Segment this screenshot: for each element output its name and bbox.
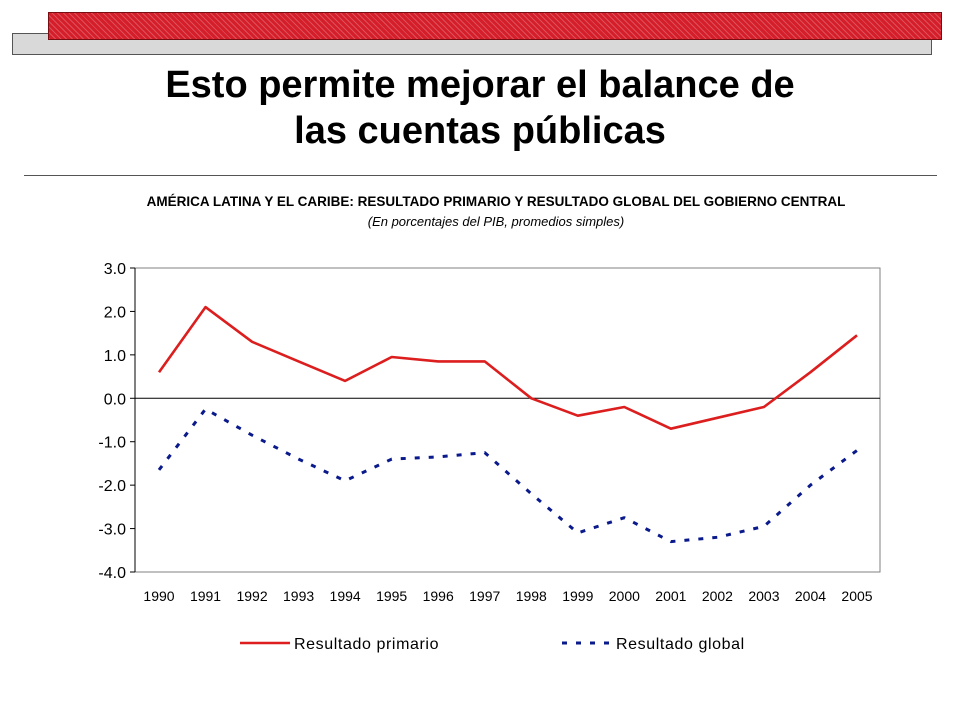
slide-title: Esto permite mejorar el balance de las c… xyxy=(0,62,960,154)
x-tick-label: 1993 xyxy=(283,588,314,604)
y-axis: 3.0 2.0 1.0 0.0 -1.0 -2.0 -3.0 -4.0 xyxy=(98,261,136,582)
y-tick-label: -3.0 xyxy=(98,522,126,539)
x-tick-label: 1998 xyxy=(516,588,547,604)
y-tick-label: 1.0 xyxy=(104,348,126,365)
x-tick-label: 2000 xyxy=(609,588,640,604)
series-layer xyxy=(157,305,858,544)
series-line-resultado-primario xyxy=(157,305,858,431)
x-tick-label: 2002 xyxy=(702,588,733,604)
slide-title-line-1: Esto permite mejorar el balance de xyxy=(165,64,795,106)
x-tick-label: 1999 xyxy=(562,588,593,604)
x-tick-label: 1992 xyxy=(236,588,267,604)
x-tick-label: 1994 xyxy=(330,588,361,604)
legend-label: Resultado global xyxy=(616,636,745,653)
x-tick-label: 2001 xyxy=(655,588,686,604)
x-tick-label: 2004 xyxy=(795,588,826,604)
x-tick-label: 1991 xyxy=(190,588,221,604)
plot-area xyxy=(134,267,881,573)
y-tick-label: 2.0 xyxy=(104,304,126,321)
x-tick-label: 1996 xyxy=(423,588,454,604)
x-tick-label: 1997 xyxy=(469,588,500,604)
legend: Resultado primario Resultado global xyxy=(240,636,745,653)
slide-title-line-2: las cuentas públicas xyxy=(294,110,666,152)
legend-label: Resultado primario xyxy=(294,636,439,653)
x-axis: 1990 1991 1992 1993 1994 1995 1996 1997 1998 1999… xyxy=(135,397,880,604)
chart-subtitle: (En porcentajes del PIB, promedios simpl… xyxy=(367,214,625,229)
y-tick-label: -1.0 xyxy=(98,435,126,452)
x-tick-label: 2005 xyxy=(841,588,872,604)
x-tick-label: 1990 xyxy=(143,588,174,604)
y-tick-label: 3.0 xyxy=(104,261,126,278)
y-tick-label: -2.0 xyxy=(98,478,126,495)
header-bar-red xyxy=(48,12,942,40)
x-tick-label: 1995 xyxy=(376,588,407,604)
y-tick-label: 0.0 xyxy=(104,391,126,408)
series-line-resultado-global xyxy=(157,407,858,544)
title-divider xyxy=(24,175,937,176)
plot-frame xyxy=(134,267,881,573)
x-tick-label: 2003 xyxy=(748,588,779,604)
y-tick-label: -4.0 xyxy=(98,565,126,582)
chart-title: AMÉRICA LATINA Y EL CARIBE: RESULTADO PR… xyxy=(146,194,846,209)
